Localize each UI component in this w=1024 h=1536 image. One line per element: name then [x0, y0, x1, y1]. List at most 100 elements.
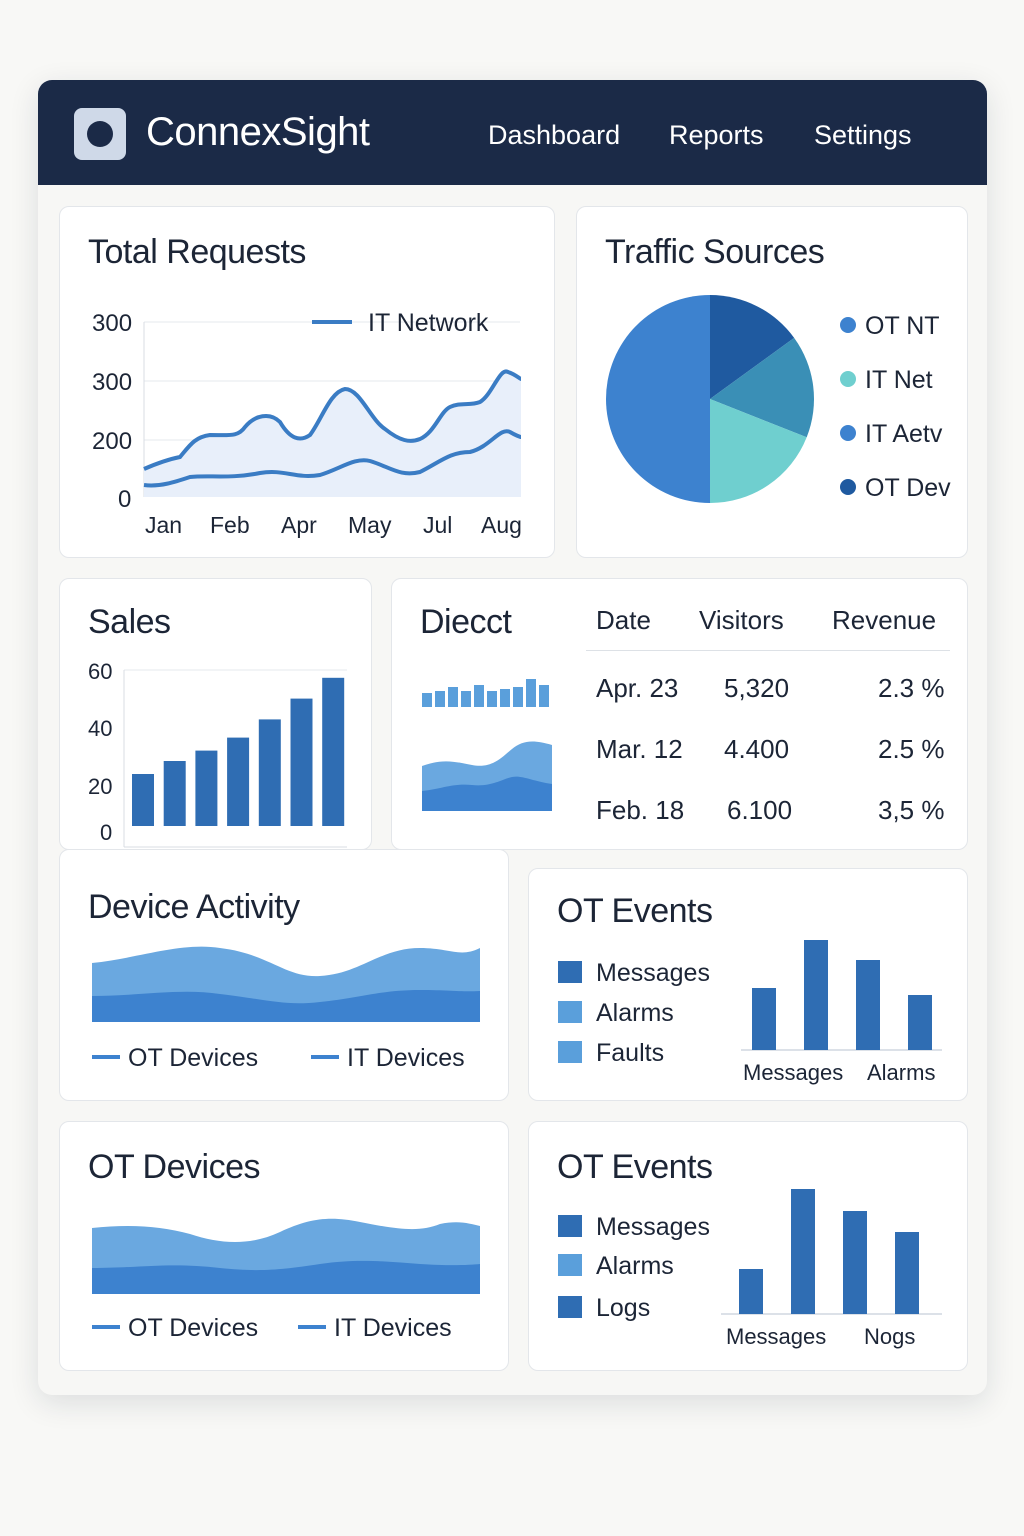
table-cell: 2.5 %	[878, 734, 945, 764]
total-requests-chart: IT Network 300 300 200 0 Jan Feb Apr May…	[92, 309, 522, 538]
pie-slice	[710, 337, 814, 438]
event-bar	[804, 940, 828, 1050]
mini-bar	[539, 685, 549, 707]
legend-label: IT Net	[865, 366, 933, 394]
mini-bar	[526, 679, 536, 707]
dashboard-window: ConnexSight Dashboard Reports Settings T…	[38, 80, 987, 1395]
legend-it-devices: IT Devices	[334, 1314, 452, 1342]
legend-dot	[840, 479, 856, 495]
table-cell: Apr. 23	[596, 673, 679, 703]
event-bar	[895, 1232, 919, 1314]
event-bar	[739, 1269, 763, 1314]
direct-card: Diecct Date Visitors Revenue Apr. 23 5,3…	[391, 578, 968, 850]
ot-devices-card: OT Devices OT Devices IT Devices	[59, 1121, 509, 1371]
y-tick: 20	[88, 774, 112, 799]
x-tick: Jul	[423, 512, 452, 538]
legend-label: OT NT	[865, 312, 940, 340]
legend-it-network: IT Network	[368, 309, 489, 337]
x-tick: May	[348, 512, 392, 538]
legend-dot	[840, 371, 856, 387]
event-bar	[752, 988, 776, 1050]
second-series-line	[143, 429, 522, 488]
y-tick: 0	[100, 820, 112, 845]
mini-bar	[422, 693, 432, 707]
table-cell: 6.100	[727, 795, 793, 825]
table-cell: 3,5 %	[878, 795, 945, 825]
pie-slice	[710, 399, 807, 503]
x-tick: Jan	[145, 512, 182, 538]
y-tick: 300	[92, 369, 132, 396]
x-tick: Nogs	[864, 1324, 915, 1349]
nav-settings[interactable]: Settings	[814, 120, 912, 150]
x-tick: Alarms	[867, 1060, 935, 1085]
sales-bar	[227, 737, 250, 826]
mini-bar	[474, 685, 484, 707]
nav-dashboard[interactable]: Dashboard	[488, 120, 621, 150]
sales-bar	[132, 774, 154, 826]
it-network-line	[143, 369, 522, 471]
legend-swatch	[558, 1215, 582, 1237]
ot-devices-area	[92, 990, 480, 1022]
ot-events-chart: Messages Alarms Faults Messages Alarms	[558, 940, 942, 1085]
y-tick: 60	[88, 659, 112, 684]
it-network-area	[144, 371, 521, 497]
card-title: Total Requests	[88, 233, 306, 271]
mini-bar	[435, 691, 445, 707]
mini-bar	[461, 691, 471, 707]
card-title: Diecct	[420, 603, 512, 641]
x-tick: Aug	[481, 512, 522, 538]
top-nav-bar: ConnexSight Dashboard Reports Settings	[38, 80, 987, 185]
mini-bar	[448, 687, 458, 707]
legend-swatch	[558, 961, 582, 983]
device-activity-chart: OT Devices IT Devices	[92, 946, 480, 1072]
ot-devices-area	[92, 1260, 480, 1294]
pie-slice	[710, 295, 795, 399]
card-title: OT Events	[557, 892, 713, 930]
legend-label: Faults	[596, 1039, 664, 1067]
traffic-sources-card: Traffic Sources OT NT IT Net IT Aetv OT …	[576, 206, 968, 558]
legend-dot	[840, 317, 856, 333]
nav-reports[interactable]: Reports	[669, 120, 764, 150]
legend-label: Messages	[596, 1213, 710, 1241]
sales-bar	[258, 719, 281, 826]
mini-bar	[513, 687, 523, 707]
card-title: OT Devices	[88, 1148, 260, 1186]
y-tick: 300	[92, 310, 132, 337]
card-title: Traffic Sources	[605, 233, 825, 271]
device-activity-card: Device Activity OT Devices IT Devices	[59, 849, 509, 1101]
y-tick: 200	[92, 428, 132, 455]
table-divider	[586, 650, 950, 651]
table-cell: Feb. 18	[596, 795, 685, 825]
table-cell: 4.400	[724, 734, 790, 764]
mini-bar	[500, 689, 510, 707]
sales-bar	[163, 761, 186, 826]
x-tick: Apr	[281, 512, 317, 538]
sales-bar	[290, 698, 313, 826]
x-tick: Feb	[210, 512, 250, 538]
sales-bar-chart: 60 40 20 0	[88, 659, 347, 848]
table-cell: 5,320	[724, 673, 790, 703]
legend-ot-devices: OT Devices	[128, 1044, 258, 1072]
legend-label: IT Aetv	[865, 420, 943, 448]
legend-label: OT Dev	[865, 474, 951, 502]
table-cell: Mar. 12	[596, 734, 683, 764]
legend-swatch	[558, 1254, 582, 1276]
mini-area-front	[422, 776, 552, 811]
pie-slice	[606, 295, 710, 503]
event-bar	[856, 960, 880, 1050]
event-bar	[791, 1189, 815, 1314]
table-header-date: Date	[596, 605, 651, 635]
sales-card: Sales 60 40 20 0	[59, 578, 372, 850]
y-tick: 40	[88, 716, 112, 741]
traffic-sources-pie: OT NT IT Net IT Aetv OT Dev	[606, 295, 951, 503]
legend-it-devices: IT Devices	[347, 1044, 465, 1072]
sales-bar	[195, 750, 218, 826]
legend-label: Logs	[596, 1294, 650, 1322]
brand-name: ConnexSight	[146, 110, 370, 154]
table-cell: 2.3 %	[878, 673, 945, 703]
y-tick: 0	[118, 486, 131, 513]
legend-label: Alarms	[596, 999, 674, 1027]
legend-swatch	[558, 1041, 582, 1063]
legend-dot	[840, 425, 856, 441]
table-header-visitors: Visitors	[699, 605, 784, 635]
